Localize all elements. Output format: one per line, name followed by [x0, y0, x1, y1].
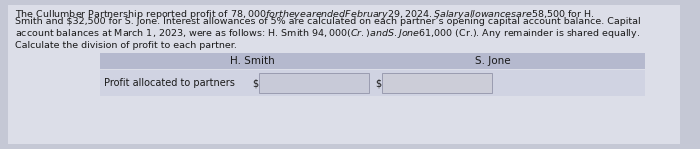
Text: account balances at March 1, 2023, were as follows: H. Smith $94,000 (Cr.) and S: account balances at March 1, 2023, were …: [15, 27, 641, 40]
Text: Calculate the division of profit to each partner.: Calculate the division of profit to each…: [15, 41, 237, 50]
Text: Smith and $32,500 for S. Jone. Interest allowances of 5% are calculated on each : Smith and $32,500 for S. Jone. Interest …: [15, 17, 641, 27]
FancyBboxPatch shape: [259, 73, 369, 93]
Text: $: $: [375, 78, 381, 88]
FancyBboxPatch shape: [100, 70, 645, 96]
Text: $: $: [252, 78, 258, 88]
Text: H. Smith: H. Smith: [230, 56, 275, 66]
FancyBboxPatch shape: [8, 5, 680, 144]
Text: Profit allocated to partners: Profit allocated to partners: [104, 78, 235, 88]
FancyBboxPatch shape: [100, 53, 645, 69]
FancyBboxPatch shape: [382, 73, 492, 93]
Text: S. Jone: S. Jone: [475, 56, 510, 66]
Text: The Cullumber Partnership reported profit of $78,000 for the year ended February: The Cullumber Partnership reported profi…: [15, 8, 595, 21]
